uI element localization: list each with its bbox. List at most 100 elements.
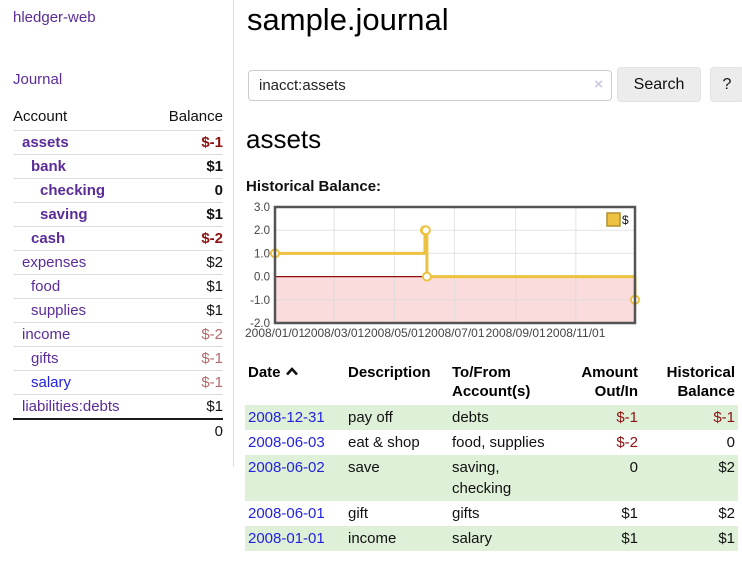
page-title: sample.journal xyxy=(247,2,449,37)
data-point-marker[interactable] xyxy=(421,271,432,282)
sort-ascending-icon[interactable] xyxy=(285,366,299,377)
amount-cell: $-1 xyxy=(564,405,641,430)
account-row: checking 0 xyxy=(13,178,223,203)
brand-link[interactable]: hledger-web xyxy=(13,9,96,26)
account-balance: $2 xyxy=(152,250,223,275)
date-cell: 2008-12-31 xyxy=(245,405,345,430)
account-link[interactable]: bank xyxy=(31,158,67,175)
register-table: Date Description To/From Account(s) Amount … xyxy=(245,360,738,551)
transaction-row: 2008-06-01 gift gifts $1 $2 xyxy=(245,501,738,526)
accounts-total-row: 0 xyxy=(13,418,223,443)
y-tick-label: -1.0 xyxy=(250,295,270,307)
account-row: salary $-1 xyxy=(13,370,223,395)
amount-cell: $1 xyxy=(621,505,638,522)
account-link[interactable]: liabilities:debts xyxy=(22,398,120,415)
balance-cell: $2 xyxy=(718,505,735,522)
account-row: liabilities:debts $1 xyxy=(13,394,223,419)
clear-search-icon[interactable]: × xyxy=(594,76,603,93)
transaction-row: 2008-06-03 eat & shop food, supplies $-2 0 xyxy=(245,430,738,455)
account-link[interactable]: food xyxy=(31,278,61,295)
account-heading: assets xyxy=(246,124,322,154)
account-link[interactable]: gifts xyxy=(31,350,59,367)
amount-cell: $1 xyxy=(564,526,641,551)
register-column-header: Historical Balance xyxy=(666,364,735,400)
account-balance: $-2 xyxy=(152,322,223,347)
account-balance: $1 xyxy=(152,202,223,227)
plot-border xyxy=(273,205,637,325)
account-link[interactable]: income xyxy=(22,326,71,343)
accounts-cell: salary xyxy=(449,526,564,551)
transaction-date-link[interactable]: 2008-06-02 xyxy=(248,459,325,476)
date-cell: 2008-06-01 xyxy=(245,501,345,526)
account-balance: $-1 xyxy=(152,346,223,371)
account-balance: $1 xyxy=(152,394,223,419)
account-link[interactable]: assets xyxy=(22,134,69,151)
description-cell: save xyxy=(345,455,449,501)
y-tick-label: 0.0 xyxy=(254,272,270,284)
transaction-row: 2008-01-01 income salary $1 $1 xyxy=(245,526,738,551)
account-row: assets $-1 xyxy=(13,130,223,155)
account-link[interactable]: salary xyxy=(31,374,72,391)
transaction-date-link[interactable]: 2008-01-01 xyxy=(248,530,325,547)
search-bar: × Search ? xyxy=(248,67,742,102)
balance-cell: $1 xyxy=(641,526,738,551)
description-cell: eat & shop xyxy=(348,434,420,451)
legend-swatch xyxy=(606,212,621,227)
y-tick-label: 1.0 xyxy=(254,248,270,260)
help-button[interactable]: ? xyxy=(710,67,742,102)
accounts-table: Account Balance assets $-1 bank $1 checking 0… xyxy=(13,106,223,443)
account-link[interactable]: expenses xyxy=(22,254,87,271)
account-balance: $-1 xyxy=(152,370,223,395)
search-button[interactable]: Search xyxy=(617,67,701,102)
y-tick-label: 3.0 xyxy=(254,202,270,214)
account-link[interactable]: checking xyxy=(40,182,106,199)
account-link[interactable]: saving xyxy=(40,206,88,223)
description-cell: income xyxy=(345,526,449,551)
x-tick-label: 2008/05/01 xyxy=(364,326,424,340)
date-cell: 2008-06-02 xyxy=(245,455,345,501)
account-balance: $1 xyxy=(152,274,223,299)
sidebar-item-journal[interactable]: Journal xyxy=(13,71,63,88)
x-tick-label: 2008/11/01 xyxy=(546,326,605,340)
account-balance: 0 xyxy=(152,178,223,203)
x-tick-label: 2008/07/01 xyxy=(424,326,484,340)
register-column-header: To/From Account(s) xyxy=(452,364,531,400)
transaction-date-link[interactable]: 2008-12-31 xyxy=(248,409,325,426)
account-balance: $1 xyxy=(152,154,223,179)
spacer xyxy=(13,418,153,443)
transaction-date-link[interactable]: 2008-06-03 xyxy=(248,434,325,451)
date-cell: 2008-01-01 xyxy=(245,526,345,551)
account-row: income $-2 xyxy=(13,322,223,347)
transaction-date-link[interactable]: 2008-06-01 xyxy=(248,505,325,522)
accounts-header-account: Account xyxy=(13,108,68,125)
account-row: gifts $-1 xyxy=(13,346,223,371)
register-header-row: Date Description To/From Account(s) Amount … xyxy=(245,360,738,405)
chart-title: Historical Balance: xyxy=(246,178,382,195)
accounts-header-row: Account Balance xyxy=(13,106,223,131)
register-column-header: Amount Out/In xyxy=(581,364,638,400)
amount-cell: $-2 xyxy=(616,434,638,451)
accounts-cell: gifts xyxy=(452,505,480,522)
register-column-header: Date xyxy=(245,360,345,405)
account-row: supplies $1 xyxy=(13,298,223,323)
accounts-cell: saving, checking xyxy=(449,455,564,501)
balance-cell: $-1 xyxy=(641,405,738,430)
description-cell: pay off xyxy=(345,405,449,430)
transaction-row: 2008-06-02 save saving, checking 0 $2 xyxy=(245,455,738,501)
search-input[interactable] xyxy=(248,70,612,101)
accounts-header-balance: Balance xyxy=(168,108,223,125)
accounts-cell: debts xyxy=(449,405,564,430)
accounts-total-value: 0 xyxy=(152,418,223,443)
legend-label: $ xyxy=(622,213,629,227)
account-row: bank $1 xyxy=(13,154,223,179)
data-point-marker[interactable] xyxy=(420,225,431,236)
accounts-cell: food, supplies xyxy=(452,434,545,451)
account-row: expenses $2 xyxy=(13,250,223,275)
account-link[interactable]: cash xyxy=(31,230,66,247)
transaction-row: 2008-12-31 pay off debts $-1 $-1 xyxy=(245,405,738,430)
account-link[interactable]: supplies xyxy=(31,302,87,319)
x-tick-label: 2008/09/01 xyxy=(486,326,546,340)
account-row: food $1 xyxy=(13,274,223,299)
amount-cell: 0 xyxy=(564,455,641,501)
